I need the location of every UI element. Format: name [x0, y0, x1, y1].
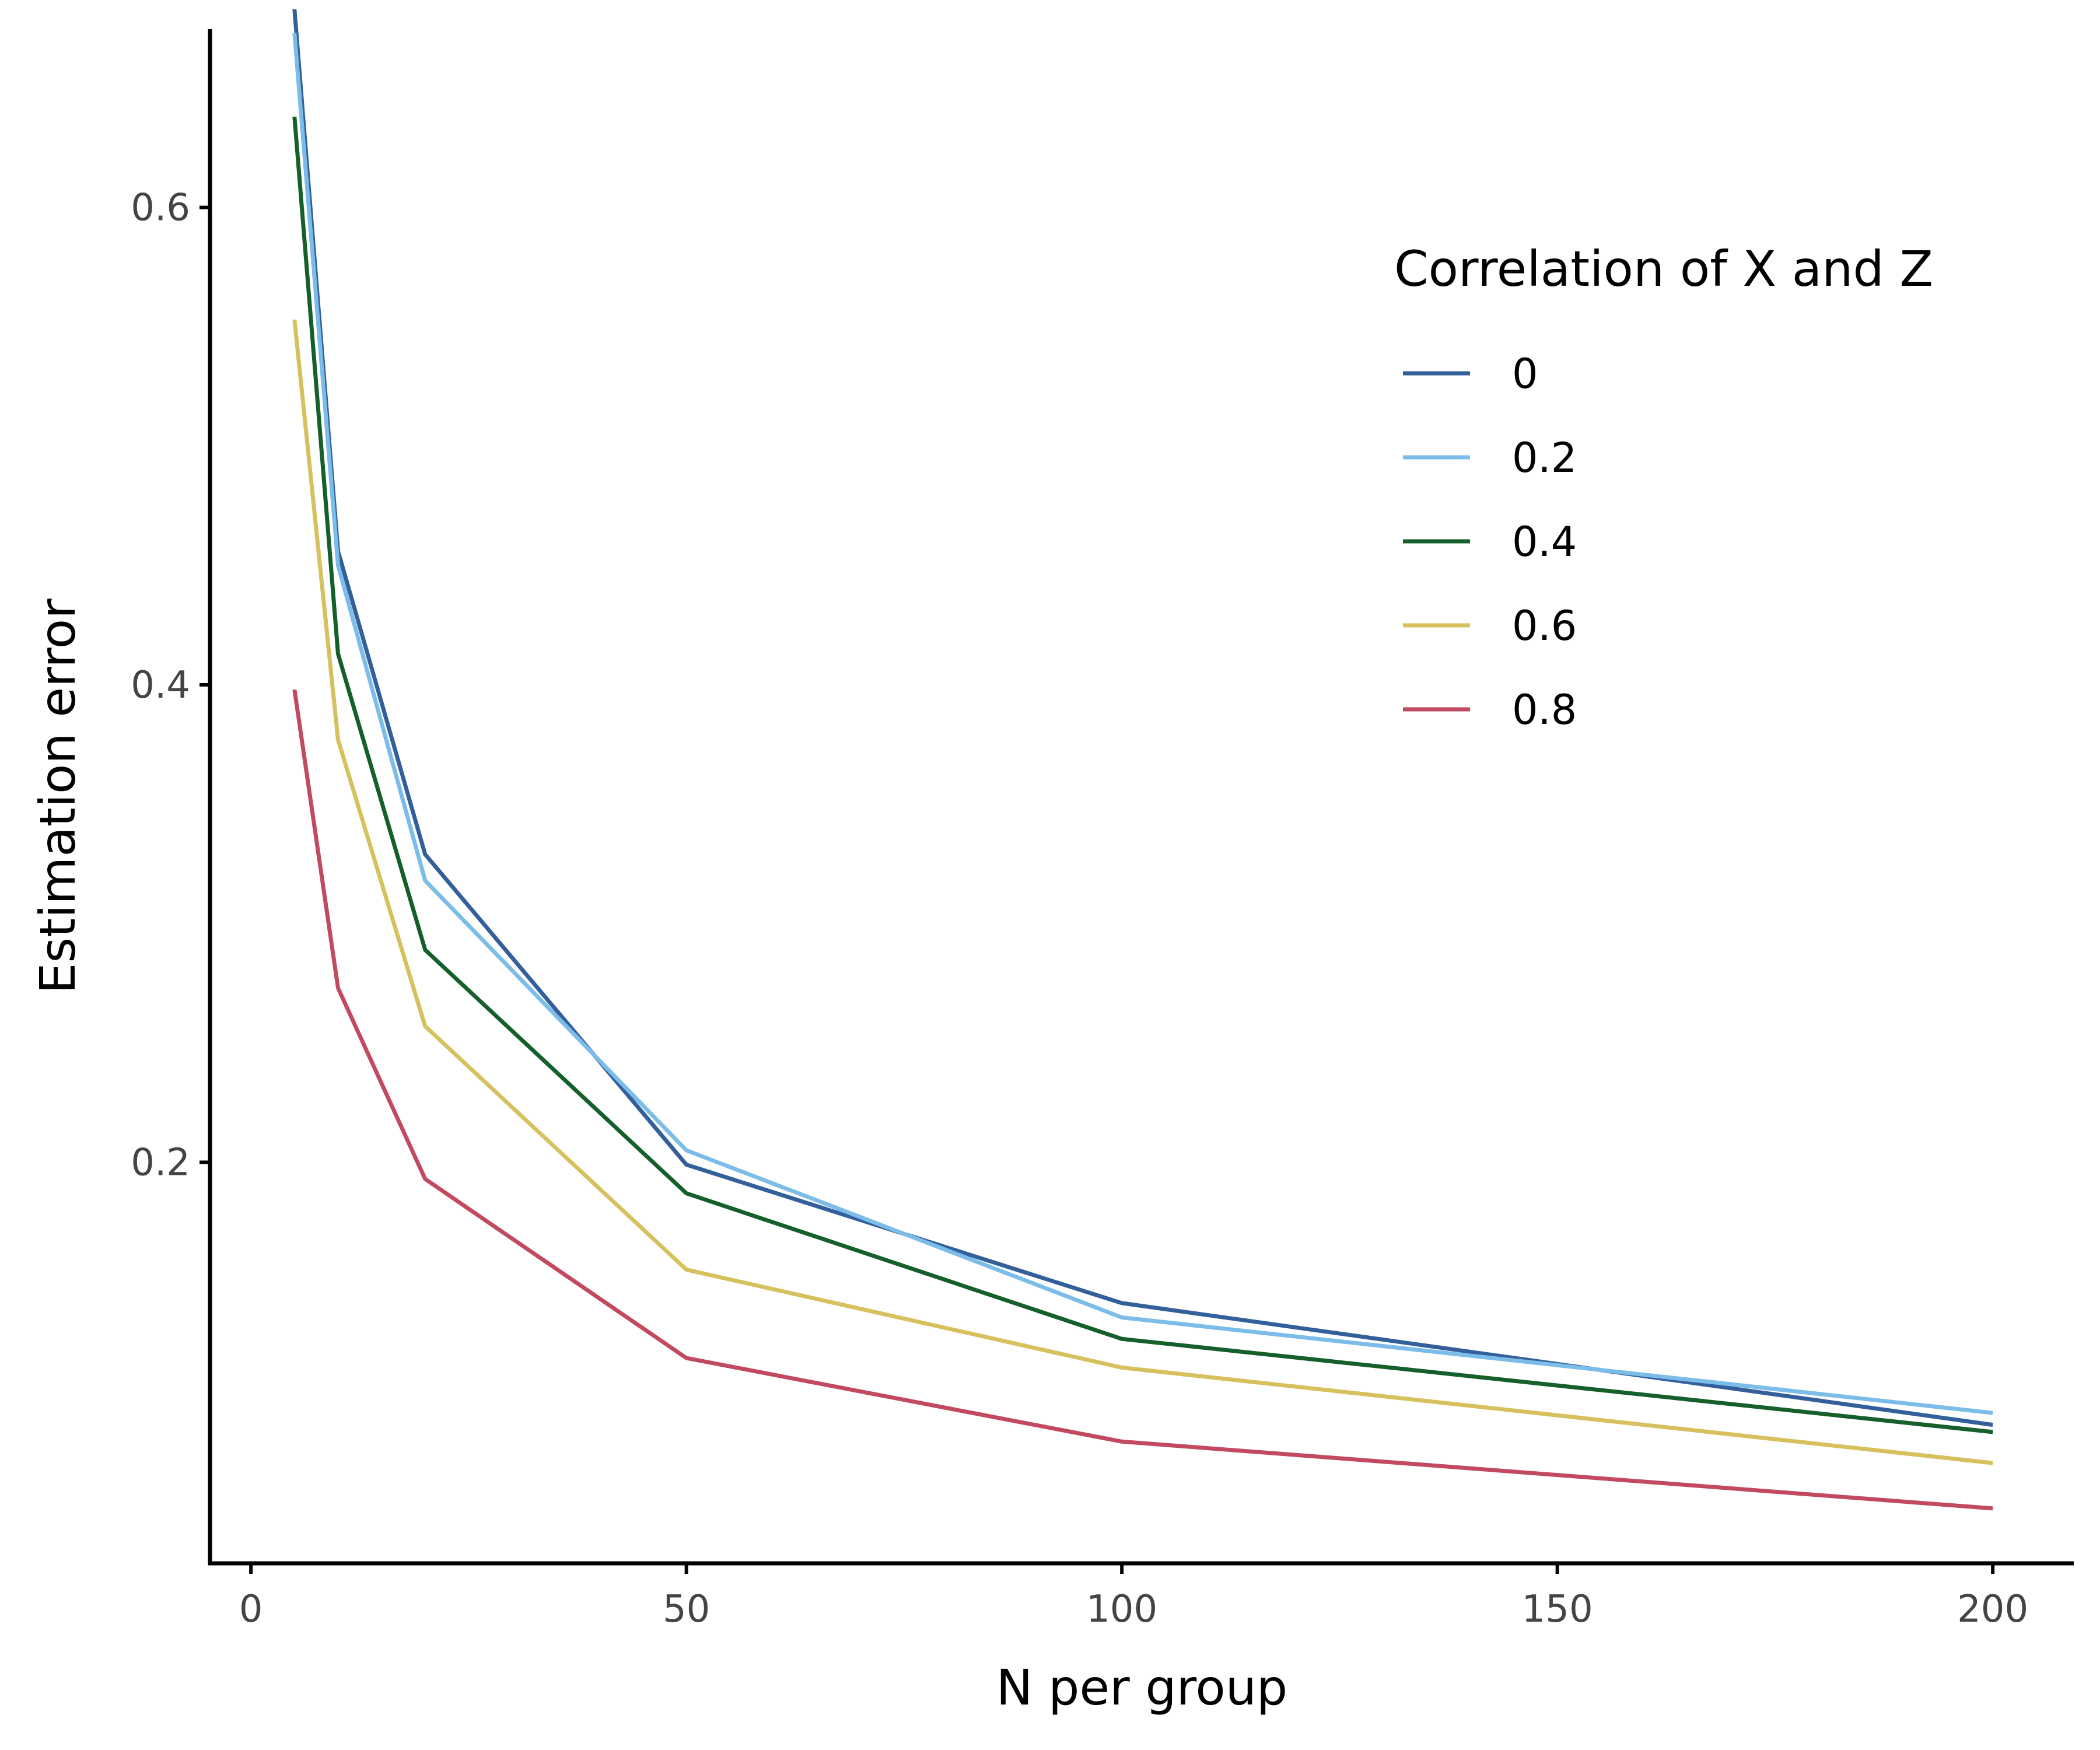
- legend-items: 0 0.2 0.4 0.6 0.8: [1403, 350, 1577, 734]
- series-line-0-6: [292, 319, 1993, 1465]
- legend-label: 0.8: [1512, 686, 1577, 734]
- legend-label: 0.2: [1512, 434, 1577, 482]
- x-axis-ticks: 0 50 100 150 200: [239, 1563, 2028, 1631]
- legend: Correlation of X and Z 0 0.2 0.4 0.6 0.8: [1394, 240, 1933, 734]
- legend-label: 0: [1512, 350, 1538, 398]
- y-tick-label: 0.4: [131, 664, 190, 707]
- y-tick-label: 0.6: [131, 187, 190, 230]
- series-line-0-2: [292, 33, 1993, 1415]
- legend-title: Correlation of X and Z: [1394, 240, 1933, 298]
- x-tick-label: 0: [239, 1588, 263, 1631]
- series-line-0-4: [292, 116, 1993, 1434]
- x-axis-title: N per group: [996, 1659, 1288, 1716]
- y-tick-label: 0.2: [131, 1141, 190, 1184]
- y-axis-ticks: 0.2 0.4 0.6: [131, 187, 210, 1184]
- x-tick-label: 200: [1957, 1588, 2028, 1631]
- x-tick-label: 100: [1086, 1588, 1157, 1631]
- x-tick-label: 150: [1522, 1588, 1593, 1631]
- legend-label: 0.4: [1512, 518, 1577, 566]
- series-lines: [292, 9, 1993, 1511]
- x-tick-label: 50: [663, 1588, 710, 1631]
- y-axis-title: Estimation error: [29, 598, 86, 994]
- legend-label: 0.6: [1512, 602, 1577, 650]
- series-line-0-8: [292, 689, 1993, 1511]
